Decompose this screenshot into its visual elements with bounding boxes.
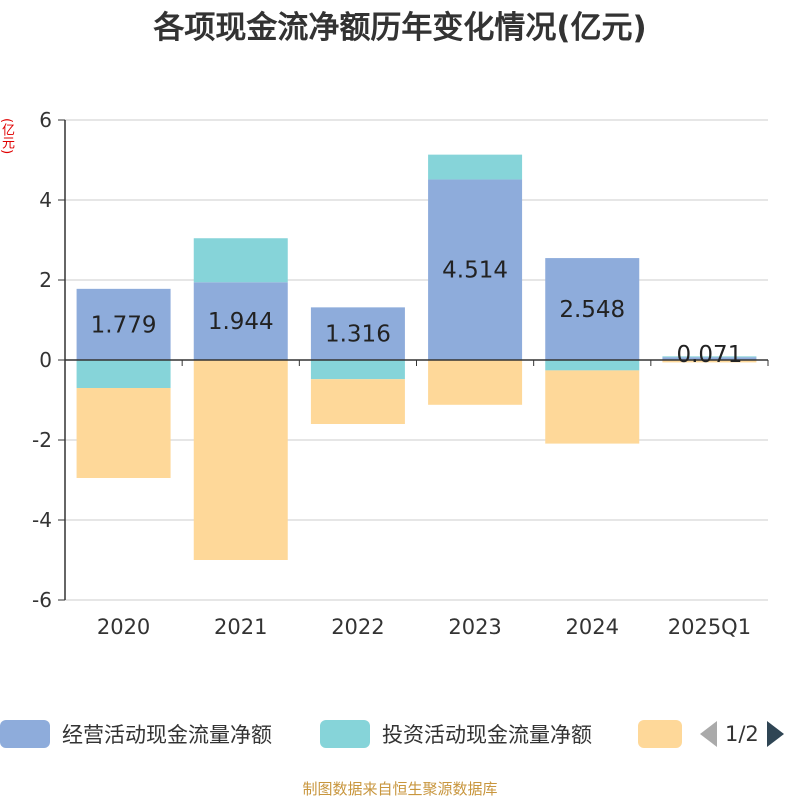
bar-2022-series-2[interactable]	[310, 379, 405, 424]
x-tick-label: 2024	[566, 615, 619, 639]
x-tick-label: 2020	[97, 615, 150, 639]
bar-2021-series-2[interactable]	[193, 360, 288, 560]
legend-swatch-third	[638, 720, 682, 748]
data-label-2024: 2.548	[559, 297, 625, 323]
bar-2020-series-1[interactable]	[76, 360, 171, 388]
legend-swatch-investing	[320, 720, 370, 748]
legend-item-third[interactable]	[638, 712, 682, 756]
bar-2023-series-0[interactable]	[428, 179, 523, 360]
bar-2020-series-2[interactable]	[76, 388, 171, 478]
bar-2023-series-2[interactable]	[428, 360, 523, 405]
data-label-2021: 1.944	[208, 309, 274, 335]
legend-item-operating[interactable]: 经营活动现金流量净额	[0, 712, 272, 756]
x-tick-label: 2023	[448, 615, 501, 639]
bar-2020-series-0[interactable]	[76, 288, 171, 360]
bar-2024-series-1[interactable]	[545, 360, 640, 371]
bar-2024-series-0[interactable]	[545, 258, 640, 360]
data-label-2025Q1: 0.071	[676, 342, 742, 368]
x-tick-label: 2021	[214, 615, 267, 639]
chart-legend: 经营活动现金流量净额 投资活动现金流量净额	[0, 712, 800, 756]
y-tick-label: -2	[32, 428, 52, 452]
legend-page-indicator: 1/2	[725, 722, 759, 746]
y-tick-label: 2	[39, 268, 52, 292]
bar-2025Q1-series-0[interactable]	[662, 357, 757, 360]
y-tick-label: 0	[39, 348, 52, 372]
y-tick-label: 6	[39, 108, 52, 132]
bar-2021-series-0[interactable]	[193, 282, 288, 360]
data-label-2022: 1.316	[325, 322, 391, 348]
y-axis-unit: (亿元)	[0, 118, 14, 155]
cash-flow-chart: -6 -4 -2 0 2 4 6 2020 2021 2022 2023 2024 2025Q1 1.7…	[32, 108, 769, 639]
bar-2024-series-2[interactable]	[545, 370, 640, 444]
y-tick-label: -6	[32, 588, 52, 612]
x-tick-label: 2022	[331, 615, 384, 639]
y-tick-label: -4	[32, 508, 52, 532]
bar-2025Q1-series-2[interactable]	[662, 360, 757, 363]
legend-label-investing: 投资活动现金流量净额	[382, 723, 592, 747]
data-source-note: 制图数据来自恒生聚源数据库	[302, 780, 498, 798]
bar-2021-series-1[interactable]	[193, 238, 288, 283]
legend-item-investing[interactable]: 投资活动现金流量净额	[320, 712, 592, 756]
chevron-right-icon[interactable]	[766, 721, 784, 747]
chevron-left-icon[interactable]	[700, 721, 717, 747]
data-label-2020: 1.779	[91, 312, 157, 338]
bar-2023-series-1[interactable]	[428, 154, 523, 180]
bar-2025Q1-series-1[interactable]	[662, 356, 757, 358]
chart-title: 各项现金流净额历年变化情况(亿元)	[153, 10, 647, 46]
y-tick-label: 4	[39, 188, 52, 212]
legend-label-operating: 经营活动现金流量净额	[62, 723, 272, 747]
bar-2022-series-0[interactable]	[310, 307, 405, 360]
legend-swatch-operating	[0, 720, 50, 748]
bar-2022-series-1[interactable]	[310, 360, 405, 380]
legend-pager: 1/2	[700, 712, 800, 756]
x-tick-label: 2025Q1	[668, 615, 751, 639]
data-label-2023: 4.514	[442, 258, 508, 284]
